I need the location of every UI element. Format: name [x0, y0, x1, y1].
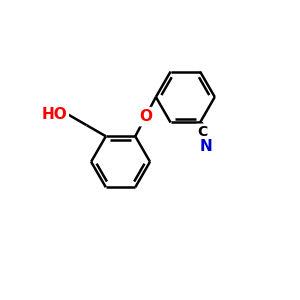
Text: O: O — [139, 109, 152, 124]
Text: C: C — [197, 125, 208, 139]
Text: HO: HO — [42, 107, 68, 122]
Text: N: N — [200, 139, 212, 154]
